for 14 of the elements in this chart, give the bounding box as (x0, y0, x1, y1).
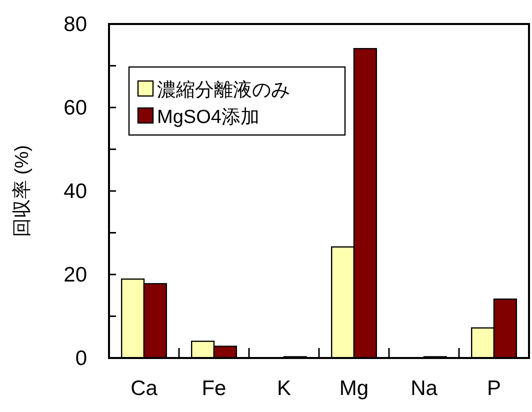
x-tick-label: Ca (130, 377, 158, 400)
y-axis-title: 回収率 (%) (11, 145, 33, 237)
y-tick-label: 40 (64, 180, 87, 203)
legend-label: 濃縮分離液のみ (157, 79, 290, 101)
y-tick-label: 60 (64, 96, 87, 120)
y-tick-label: 80 (64, 13, 87, 36)
legend-label: MgSO4添加 (157, 107, 260, 128)
y-tick-label: 20 (64, 264, 87, 286)
x-tick-label: Fe (202, 377, 226, 400)
x-tick-label: P (486, 377, 502, 400)
y-tick-label: 0 (75, 347, 87, 370)
x-tick-label: Mg (339, 377, 369, 400)
x-tick-label: Na (410, 377, 438, 400)
x-tick-label: K (276, 377, 292, 400)
